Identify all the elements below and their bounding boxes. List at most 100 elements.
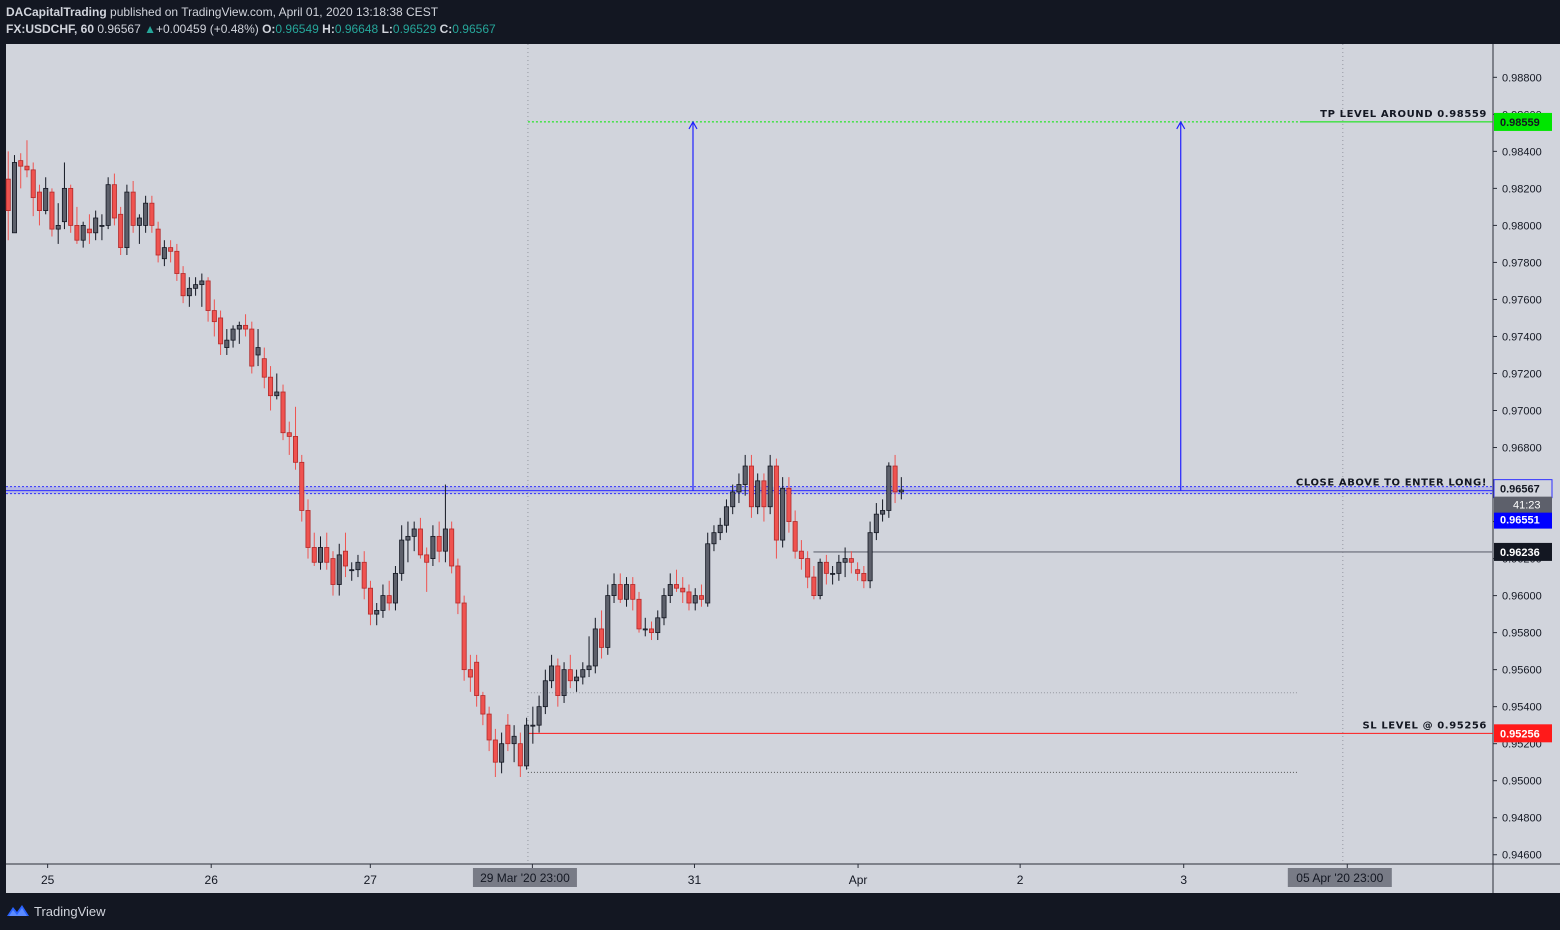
candle-body bbox=[661, 595, 667, 619]
up-triangle-icon: ▲ bbox=[144, 22, 156, 36]
price-tick-label: 0.97600 bbox=[1502, 294, 1542, 306]
candle-body bbox=[330, 558, 336, 585]
candle-body bbox=[530, 724, 536, 727]
candle-body bbox=[886, 465, 892, 511]
candle-body bbox=[680, 587, 686, 593]
candle-body bbox=[93, 217, 99, 234]
candle-body bbox=[880, 510, 886, 515]
candle-body bbox=[580, 669, 586, 678]
candle-body bbox=[61, 187, 67, 223]
candle-body bbox=[642, 628, 648, 631]
candle-body bbox=[118, 213, 124, 249]
candle-body bbox=[43, 187, 49, 211]
candle-body bbox=[649, 628, 655, 634]
candle-body bbox=[474, 661, 480, 696]
candle-body bbox=[80, 224, 86, 241]
candle-body bbox=[861, 572, 867, 582]
candle-body bbox=[611, 584, 617, 597]
price-tick-label: 0.94800 bbox=[1502, 813, 1542, 825]
candle-body bbox=[268, 376, 274, 397]
candle-body bbox=[667, 584, 673, 597]
candle-body bbox=[711, 532, 717, 545]
candle-body bbox=[224, 339, 230, 348]
time-tick-label: 2 bbox=[1017, 873, 1024, 887]
candle-body bbox=[411, 528, 417, 537]
candle-body bbox=[424, 554, 430, 563]
candle-body bbox=[136, 217, 142, 226]
price-badge-text: 0.96551 bbox=[1500, 515, 1540, 527]
candle-body bbox=[143, 202, 149, 226]
candle-body bbox=[873, 513, 879, 534]
candle-body bbox=[686, 591, 692, 604]
candle-body bbox=[249, 328, 255, 367]
price-tick-label: 0.95600 bbox=[1502, 665, 1542, 677]
price-tick-label: 0.97000 bbox=[1502, 406, 1542, 418]
candle-body bbox=[205, 280, 211, 311]
candle-body bbox=[574, 676, 580, 682]
candle-body bbox=[130, 191, 136, 226]
price-change: +0.00459 (+0.48%) bbox=[155, 22, 259, 36]
candle-body bbox=[11, 162, 17, 234]
candle-body bbox=[18, 160, 24, 167]
candle-body bbox=[786, 487, 792, 522]
target-arrow-head bbox=[688, 120, 698, 130]
candle-body bbox=[492, 739, 498, 763]
time-tick-label: 25 bbox=[41, 873, 55, 887]
candle-body bbox=[349, 569, 355, 572]
candle-body bbox=[55, 224, 61, 230]
candle-body bbox=[748, 465, 754, 508]
candle-body bbox=[805, 558, 811, 578]
price-chart[interactable]: TP LEVEL AROUND 0.98559 CLOSE ABOVE TO EN… bbox=[0, 0, 1560, 893]
candle-body bbox=[561, 669, 567, 696]
candle-body bbox=[336, 554, 342, 585]
candle-body bbox=[592, 628, 598, 667]
candle-body bbox=[636, 598, 642, 630]
candle-body bbox=[193, 284, 199, 289]
tradingview-brand[interactable]: TradingView bbox=[34, 904, 106, 919]
price-badge bbox=[1494, 112, 1552, 131]
price-tick-label: 0.95400 bbox=[1502, 702, 1542, 714]
candle-body bbox=[755, 480, 761, 508]
author-name[interactable]: DACapitalTrading bbox=[6, 5, 107, 19]
tradingview-logo-icon[interactable] bbox=[6, 902, 30, 918]
candle-body bbox=[211, 310, 217, 323]
candle-body bbox=[455, 565, 461, 604]
candle-body bbox=[624, 584, 630, 600]
candle-body bbox=[299, 461, 305, 511]
candle-body bbox=[848, 558, 854, 563]
candle-body bbox=[517, 743, 523, 767]
candle-body bbox=[293, 436, 299, 463]
level-label: TP LEVEL AROUND 0.98559 bbox=[1320, 109, 1487, 120]
price-badge bbox=[1494, 510, 1552, 529]
symbol-name[interactable]: FX:USDCHF, 60 bbox=[6, 22, 95, 36]
candle-body bbox=[24, 165, 30, 171]
candle-body bbox=[717, 524, 723, 534]
candle-body bbox=[405, 535, 411, 541]
candle-body bbox=[842, 558, 848, 563]
price-tick-label: 0.98200 bbox=[1502, 183, 1542, 195]
candle-body bbox=[255, 347, 261, 356]
candle-body bbox=[30, 169, 36, 199]
time-marker-label: 05 Apr '20 23:00 bbox=[1296, 871, 1383, 885]
candle-body bbox=[367, 587, 373, 615]
close-label: C: bbox=[439, 22, 453, 36]
candle-body bbox=[599, 628, 605, 648]
candle-body bbox=[605, 595, 611, 648]
candle-body bbox=[305, 510, 311, 548]
publish-info: published on TradingView.com, April 01, … bbox=[110, 5, 439, 19]
symbol-line: FX:USDCHF, 60 0.96567 ▲+0.00459 (+0.48%)… bbox=[6, 22, 496, 36]
candle-body bbox=[392, 572, 398, 604]
candle-body bbox=[449, 528, 455, 567]
candle-body bbox=[549, 665, 555, 682]
candle-body bbox=[555, 665, 561, 696]
price-badge-text: 0.96567 bbox=[1500, 484, 1540, 496]
candle-body bbox=[655, 617, 661, 634]
price-tick-label: 0.98800 bbox=[1502, 72, 1542, 84]
candle-body bbox=[773, 465, 779, 541]
candle-body bbox=[324, 547, 330, 563]
open-label: O: bbox=[262, 22, 276, 36]
candle-body bbox=[342, 550, 348, 567]
level-label: CLOSE ABOVE TO ENTER LONG! bbox=[1296, 478, 1487, 489]
candle-body bbox=[124, 191, 130, 249]
high-value: 0.96648 bbox=[334, 22, 379, 36]
